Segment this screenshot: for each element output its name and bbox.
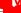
Text: Min: 0: Min: 0 [3, 0, 21, 2]
Text: Max: 47: Max: 47 [17, 0, 21, 11]
Bar [3, 2, 4, 11]
Text: Median: 14.5: Median: 14.5 [8, 0, 21, 11]
Bar [4, 10, 5, 11]
